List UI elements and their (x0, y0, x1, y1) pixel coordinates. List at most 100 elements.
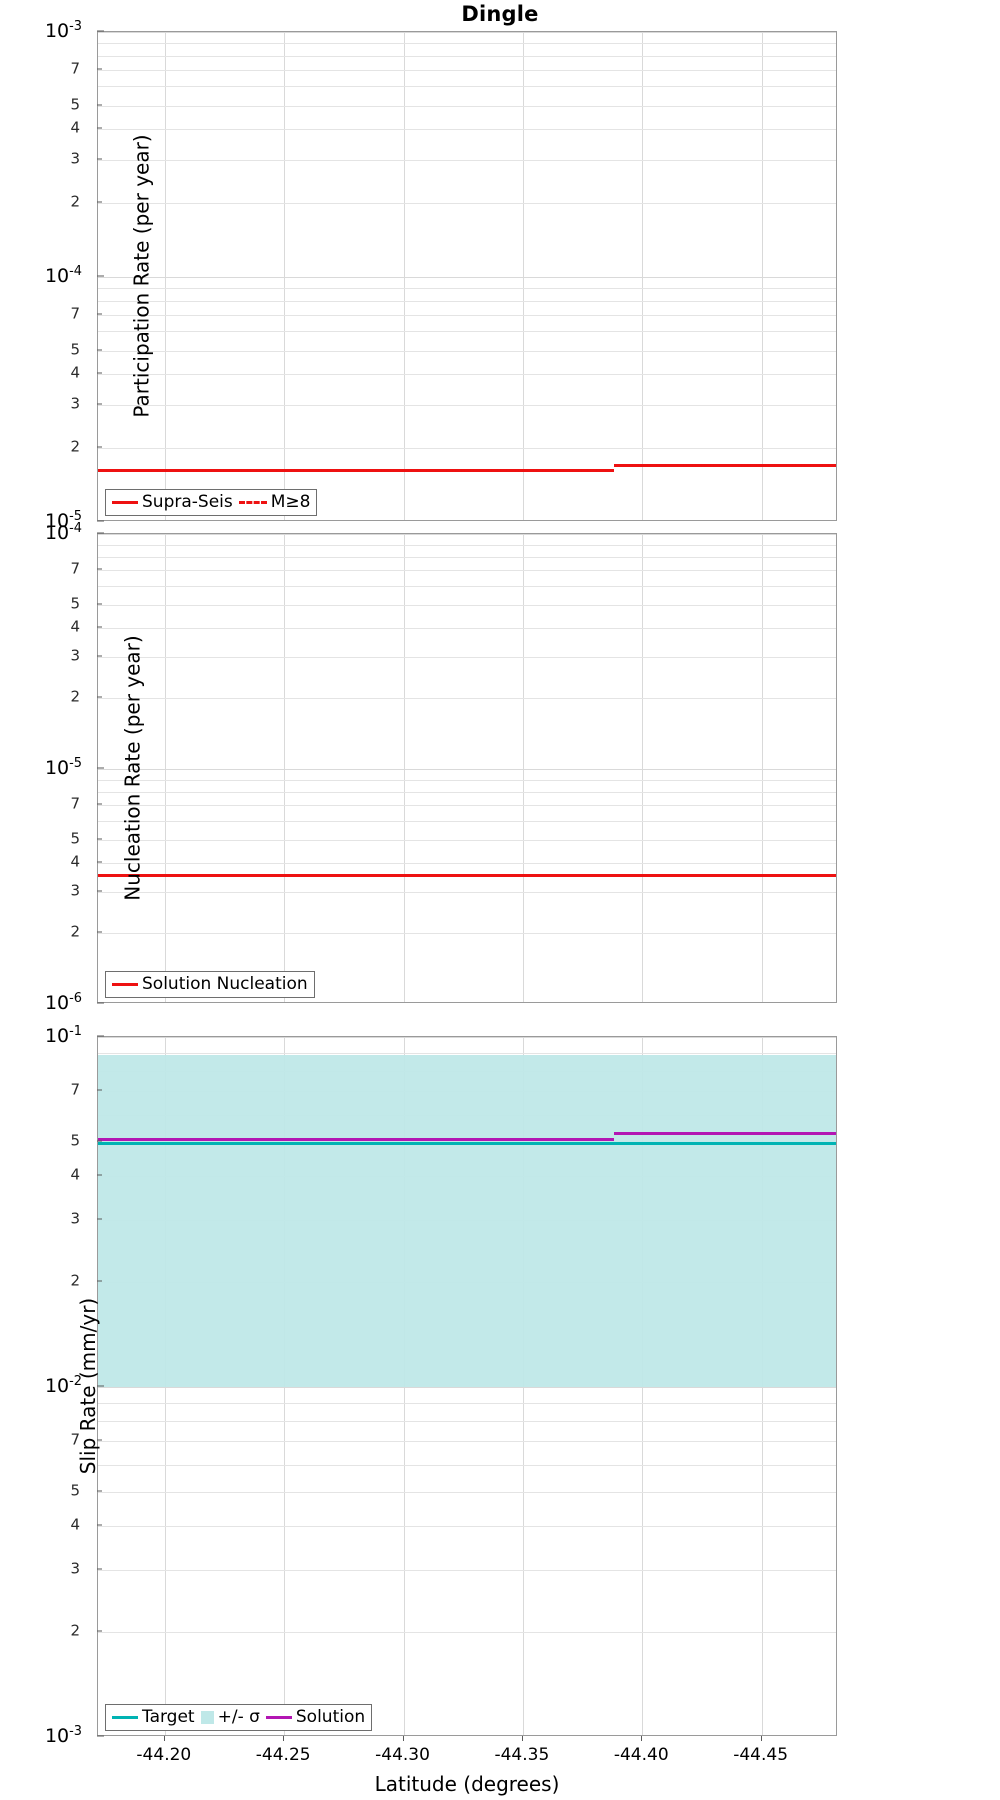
legend-item[interactable]: Solution (265, 1707, 366, 1727)
data-line-solution-nucleation (98, 874, 836, 878)
legend-item[interactable]: Target (112, 1708, 195, 1727)
gridline-horizontal (98, 203, 836, 205)
y-axis-tick-mark-minor (97, 1218, 102, 1220)
y-axis-tick-label-minor: 2 (70, 1271, 80, 1290)
legend-item[interactable]: Supra-Seis (112, 493, 233, 512)
chart-panel-nucleation-rate[interactable] (97, 533, 837, 1003)
y-axis-tick-mark-minor (97, 313, 102, 315)
x-axis-tick-label: -44.40 (613, 1745, 669, 1765)
y-axis-tick-mark-minor (97, 68, 102, 70)
x-axis-tick-mark (521, 1736, 523, 1741)
y-axis-tick-mark (97, 1035, 104, 1037)
y-axis-tick-label-minor: 2 (70, 192, 80, 211)
gridline-vertical (761, 534, 763, 1002)
y-axis-tick-label-minor: 7 (70, 1430, 80, 1449)
gridline-horizontal (98, 129, 836, 131)
y-axis-tick-label-minor: 3 (70, 149, 80, 168)
gridline-horizontal (98, 1492, 836, 1494)
gridline-horizontal (98, 779, 836, 781)
data-line-m-8 (98, 469, 614, 473)
y-axis-tick-label-minor: 5 (70, 95, 80, 114)
y-axis-tick-mark-minor (97, 127, 102, 129)
legend-item[interactable]: +/- σ (200, 1708, 260, 1727)
y-axis-tick-label-minor: 4 (70, 363, 80, 382)
y-axis-tick-mark (97, 520, 104, 522)
y-axis-tick-mark-minor (97, 1490, 102, 1492)
gridline-vertical (164, 32, 166, 520)
y-axis-tick-mark-minor (97, 696, 102, 698)
y-axis-label-wrap: Slip Rate (mm/yr) (0, 1298, 100, 1474)
y-axis-ticks-panel-2: 10-4 10-5 10-6 7 5 4 3 2 7 5 4 3 2 (0, 522, 90, 1013)
y-axis-tick-label-minor: 7 (70, 1080, 80, 1099)
legend-label: M≥8 (270, 492, 311, 512)
y-axis-tick-mark-minor (97, 1439, 102, 1441)
x-axis-label: Latitude (degrees) (374, 1772, 560, 1796)
y-axis-tick-label: 10-3 (44, 1723, 82, 1748)
y-axis-tick-label-minor: 7 (70, 59, 80, 78)
legend-line-icon (112, 982, 138, 986)
chart-panel-slip-rate[interactable] (97, 1036, 837, 1736)
y-axis-tick-label-minor: 4 (70, 852, 80, 871)
y-axis-label-wrap: Participation Rate (per year) (0, 134, 154, 417)
y-axis-tick-label-minor: 4 (70, 1165, 80, 1184)
y-axis-tick-label: 10-6 (44, 990, 82, 1015)
y-axis-tick-label: 10-4 (44, 263, 82, 288)
gridline-horizontal (98, 1464, 836, 1466)
gridline-vertical (522, 32, 524, 520)
y-axis-tick-label-minor: 2 (70, 922, 80, 941)
legend-label: Solution Nucleation (142, 974, 308, 994)
gridline-horizontal (98, 805, 836, 807)
data-line-m-8 (613, 464, 836, 468)
legend-panel1[interactable]: Supra-Seis M≥8 (105, 489, 318, 516)
y-axis-tick-label-minor: 4 (70, 617, 80, 636)
y-axis-tick-mark (97, 275, 104, 277)
y-axis-tick-mark-minor (97, 931, 102, 933)
y-axis-tick-mark-minor (97, 158, 102, 160)
gridline-horizontal (98, 1441, 836, 1443)
gridline-vertical (761, 32, 763, 520)
gridline-vertical (642, 32, 644, 520)
gridline-horizontal (98, 1387, 836, 1388)
legend-item[interactable]: Solution Nucleation (112, 975, 308, 994)
gridline-horizontal (98, 1570, 836, 1571)
plot-area-3 (98, 1037, 836, 1735)
y-axis-tick-mark-minor (97, 372, 102, 374)
x-axis-tick-mark (283, 1736, 285, 1741)
y-axis-tick-mark-minor (97, 1174, 102, 1176)
gridline-vertical (403, 32, 405, 520)
legend-item[interactable]: M≥8 (238, 492, 311, 512)
x-axis-tick-label: -44.30 (375, 1745, 430, 1765)
y-axis-tick-mark-minor (97, 1140, 102, 1142)
y-axis-ticks-panel-1: 10-3 10-4 10-5 7 5 4 3 2 7 5 4 3 2 (0, 20, 90, 531)
gridline-horizontal (98, 656, 836, 658)
y-axis-tick-label: 10-1 (44, 1023, 82, 1048)
y-axis-ticks-panel-3: 10-1 10-2 10-3 7 5 4 3 2 7 5 4 3 2 (0, 1025, 90, 1746)
y-axis-tick-label-minor: 7 (70, 794, 80, 813)
y-axis-tick-label-minor: 5 (70, 1481, 80, 1500)
y-axis-tick-label-minor: 4 (70, 1515, 80, 1534)
gridline-vertical (642, 534, 644, 1002)
y-axis-tick-mark (97, 30, 104, 32)
legend-panel2[interactable]: Solution Nucleation (105, 971, 315, 998)
gridline-horizontal (98, 405, 836, 407)
data-line-solution (98, 1138, 614, 1142)
gridline-horizontal (98, 1420, 836, 1422)
x-axis-tick-mark (402, 1736, 404, 1741)
gridline-horizontal (98, 821, 836, 823)
gridline-horizontal (98, 350, 836, 352)
y-axis-tick-mark-minor (97, 446, 102, 448)
legend-label: Solution (295, 1707, 366, 1727)
y-axis-tick-mark (97, 1735, 104, 1737)
chart-panel-participation-rate[interactable] (97, 31, 837, 521)
y-axis-tick-mark-minor (97, 104, 102, 106)
y-axis-tick-mark-minor (97, 1568, 102, 1570)
y-axis-tick-mark-minor (97, 403, 102, 405)
gridline-horizontal (98, 791, 836, 793)
y-axis-tick-label-minor: 5 (70, 829, 80, 848)
gridline-vertical (522, 534, 524, 1002)
gridline-horizontal (98, 374, 836, 376)
legend-panel3[interactable]: Target +/- σ Solution (105, 1704, 373, 1731)
y-axis-tick-mark-minor (97, 890, 102, 892)
gridline-horizontal (98, 43, 836, 45)
